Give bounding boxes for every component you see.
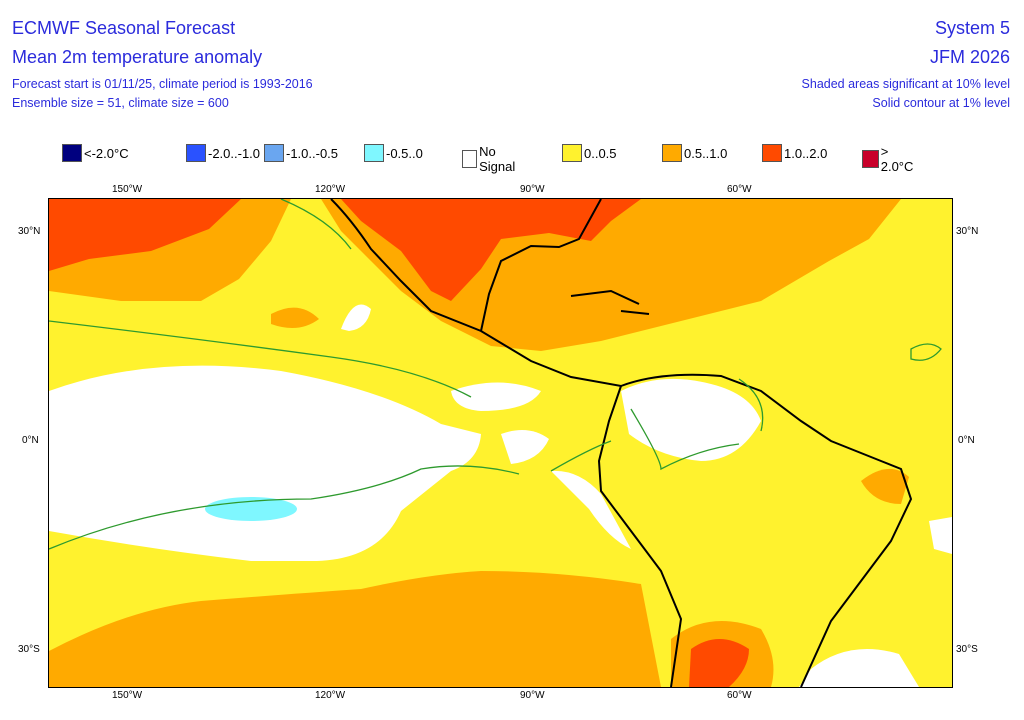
anomaly-map [48,198,953,688]
red-ne-pacific [49,199,241,271]
lon-label: 90°W [520,184,545,195]
legend-swatch [562,144,582,162]
legend-swatch [62,144,82,162]
lat-label: 30°N [18,226,41,237]
legend-item: 1.0..2.0 [762,144,827,162]
no-signal-amazon [621,378,761,461]
legend-label: -0.5..0 [386,145,423,161]
legend-swatch [462,150,478,168]
legend-swatch [264,144,284,162]
map-title: ECMWF Seasonal Forecast [12,18,236,38]
orange-patch-pacific [271,307,319,328]
no-signal-peru-coast [551,470,631,549]
legend-label: <-2.0°C [84,145,129,161]
ensemble-info: Ensemble size = 51, climate size = 600 [12,96,229,110]
lon-label: 60°W [727,690,752,701]
coastline [480,199,602,332]
system-label: System 5 [934,18,1010,38]
legend-item: > 2.0°C [862,144,917,174]
legend-label: 0.5..1.0 [684,145,728,161]
lon-label: 120°W [315,690,346,701]
cyan-cool-anomaly [205,497,297,521]
legend-item: 0..0.5 [562,144,617,162]
coastline-caribbean [570,289,650,315]
lon-label: 150°W [112,184,143,195]
orange-south-pacific [49,571,661,687]
period-label: JFM 2026 [929,47,1010,67]
legend-label: > 2.0°C [880,144,914,174]
contour-note: Solid contour at 1% level [872,96,1010,110]
forecast-info: Forecast start is 01/11/25, climate peri… [12,77,313,91]
legend-swatch [762,144,782,162]
legend-item: <-2.0°C [62,144,129,162]
red-south-america-south [689,639,749,687]
no-signal-pacific [49,365,481,561]
legend-swatch [364,144,384,162]
legend-label: -1.0..-0.5 [286,145,339,161]
legend-label: 0..0.5 [584,145,617,161]
lon-label: 120°W [315,184,346,195]
legend-item: -2.0..-1.0 [186,144,260,162]
legend-swatch [862,150,879,168]
map-subtitle: Mean 2m temperature anomaly [12,47,263,67]
no-signal-gulf [501,430,549,464]
legend-label: 1.0..2.0 [784,145,828,161]
lon-label: 150°W [112,690,143,701]
lat-label: 30°S [956,644,978,655]
no-signal-se-south-america [799,649,919,687]
legend-item: No Signal [462,144,520,174]
lon-label: 60°W [727,184,752,195]
no-signal-colombia [451,382,541,411]
no-signal-pacific-small [341,304,371,331]
legend-swatch [186,144,206,162]
red-mexico-us [341,199,641,301]
legend-item: -1.0..-0.5 [264,144,338,162]
coastline [597,385,683,687]
coastline [330,199,913,687]
lat-label: 30°N [956,226,979,237]
lat-label: 0°N [958,435,975,446]
legend-label: -2.0..-1.0 [208,145,261,161]
legend-item: -0.5..0 [364,144,423,162]
significance-contour [49,199,942,550]
no-signal-brazil-east [929,517,952,554]
lon-label: 90°W [520,690,545,701]
legend-label: No Signal [479,144,516,174]
lat-label: 0°N [22,435,39,446]
legend-swatch [662,144,682,162]
significance-note: Shaded areas significant at 10% level [801,77,1010,91]
orange-brazil-east [861,468,909,504]
lat-label: 30°S [18,644,40,655]
legend-item: 0.5..1.0 [662,144,727,162]
